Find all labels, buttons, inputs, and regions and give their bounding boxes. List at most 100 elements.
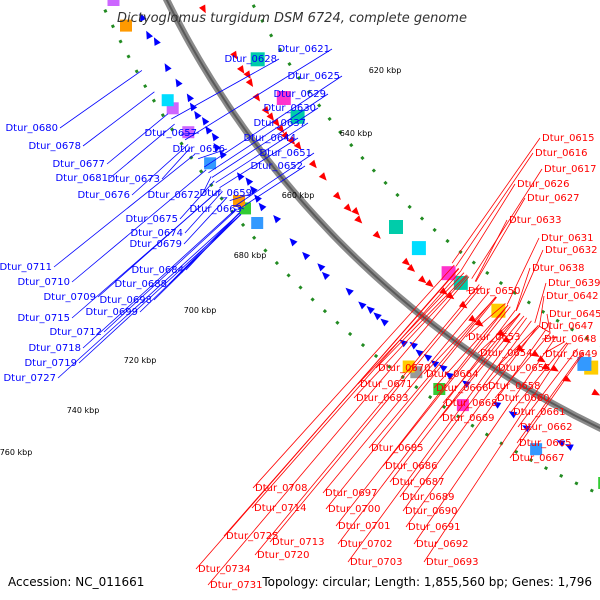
left-gene-label: Dtur_0621 <box>277 44 330 55</box>
right-gene-label: Dtur_0639 <box>548 278 600 289</box>
gene-forward <box>194 110 202 120</box>
gene-forward <box>211 132 220 142</box>
right-gene-label: Dtur_0648 <box>544 334 597 345</box>
right-gene-label: Dtur_0617 <box>544 164 597 175</box>
gene-reverse <box>261 106 270 115</box>
right-gene-label: Dtur_0700 <box>328 504 381 515</box>
right-gene-label: Dtur_0615 <box>542 133 595 144</box>
left-leader-line <box>139 214 242 313</box>
protein-block <box>411 241 426 256</box>
left-gene-label: Dtur_0674 <box>130 228 183 239</box>
right-leader-line <box>322 291 490 494</box>
tick-label: 640 kbp <box>340 129 373 138</box>
right-leader-line <box>335 304 509 527</box>
tick-label: 720 kbp <box>124 356 157 365</box>
right-gene-label: Dtur_0668 <box>445 398 498 409</box>
gene-reverse <box>541 362 551 370</box>
left-gene-label: Dtur_0698 <box>99 295 152 306</box>
right-gene-label: Dtur_0661 <box>513 407 566 418</box>
gene-reverse <box>351 207 360 216</box>
right-gene-label: Dtur_0664 <box>426 369 479 380</box>
right-gene-label: Dtur_0667 <box>512 453 565 464</box>
left-gene-label: Dtur_0699 <box>85 307 138 318</box>
backbone-core <box>165 0 600 430</box>
right-leader-line <box>375 274 467 369</box>
left-gene-label: Dtur_0688 <box>114 279 167 290</box>
right-leader-line <box>382 306 511 467</box>
gene-reverse <box>343 203 352 212</box>
right-gene-label: Dtur_0653 <box>468 332 521 343</box>
protein-block <box>389 220 403 234</box>
right-gene-label: Dtur_0713 <box>272 537 325 548</box>
map-title: Dictyoglomus turgidum DSM 6724, complete… <box>117 11 467 26</box>
right-gene-label: Dtur_0638 <box>532 263 585 274</box>
left-leader-line <box>57 212 241 379</box>
protein-block <box>290 109 305 124</box>
gene-forward <box>423 354 433 362</box>
gene-forward <box>508 411 518 419</box>
right-leader-line <box>353 275 468 399</box>
gene-reverse <box>332 191 341 200</box>
gene-reverse <box>468 314 477 323</box>
right-leader-line <box>269 285 482 543</box>
gene-forward <box>317 263 326 272</box>
right-leader-line <box>439 315 525 419</box>
gene-forward <box>164 63 172 72</box>
right-gene-label: Dtur_0691 <box>408 522 461 533</box>
right-gene-label: Dtur_0731 <box>210 580 263 591</box>
gene-forward <box>399 339 408 348</box>
right-gene-label: Dtur_0703 <box>350 557 403 568</box>
left-leader-line <box>82 208 237 349</box>
gene-reverse <box>531 349 540 357</box>
right-gene-label: Dtur_0626 <box>517 179 570 190</box>
right-leader-line <box>465 303 506 338</box>
protein-block <box>161 94 174 107</box>
left-leader-line <box>234 152 315 207</box>
gene-forward <box>415 349 424 358</box>
right-leader-line <box>252 264 455 489</box>
left-leader-line <box>215 122 309 184</box>
gene-forward <box>254 194 262 203</box>
right-gene-label: Dtur_0633 <box>509 215 562 226</box>
accession-text: Accession: NC_011661 <box>8 575 144 589</box>
gene-forward <box>153 37 161 46</box>
left-leader-line <box>184 191 223 234</box>
gene-forward <box>445 372 454 380</box>
protein-block <box>441 266 456 281</box>
left-gene-label: Dtur_0625 <box>287 71 340 82</box>
left-gene-label: Dtur_0651 <box>259 148 312 159</box>
right-leader-line <box>254 284 480 556</box>
left-gene-label: Dtur_0679 <box>129 239 182 250</box>
gene-reverse <box>308 159 317 169</box>
right-leader-line <box>433 304 509 389</box>
left-leader-line <box>181 132 200 135</box>
protein-block <box>233 195 245 207</box>
right-gene-label: Dtur_0650 <box>468 286 521 297</box>
right-gene-label: Dtur_0693 <box>426 557 479 568</box>
tick-label: 760 kbp <box>0 448 32 457</box>
right-gene-label: Dtur_0616 <box>535 148 588 159</box>
left-leader-line <box>233 205 245 210</box>
left-leader-line <box>197 148 228 160</box>
gene-forward <box>146 30 153 40</box>
gene-forward <box>462 380 471 388</box>
left-gene-label: Dtur_0672 <box>147 190 200 201</box>
right-gene-label: Dtur_0725 <box>226 531 279 542</box>
right-gene-label: Dtur_0649 <box>545 349 598 360</box>
gene-forward <box>202 117 210 126</box>
right-leader-line <box>471 168 543 279</box>
right-leader-line <box>475 197 526 283</box>
right-gene-label: Dtur_0683 <box>356 393 409 404</box>
right-leader-line <box>534 282 547 324</box>
left-leader-line <box>106 113 169 165</box>
right-leader-line <box>337 309 516 545</box>
gc-ring-0 <box>98 0 600 496</box>
left-gene-label: Dtur_0637 <box>253 118 306 129</box>
left-leader-line <box>59 70 143 129</box>
tick-label: 660 kbp <box>282 191 315 200</box>
right-leader-line <box>423 296 497 375</box>
right-gene-label: Dtur_0662 <box>520 422 573 433</box>
protein-block <box>491 303 506 318</box>
gene-forward <box>373 312 382 321</box>
right-gene-label: Dtur_0654 <box>480 348 533 359</box>
